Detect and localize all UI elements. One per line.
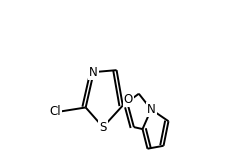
Text: N: N bbox=[147, 103, 155, 116]
Text: O: O bbox=[124, 93, 133, 107]
Text: N: N bbox=[89, 66, 98, 79]
Text: S: S bbox=[99, 121, 107, 134]
Text: Cl: Cl bbox=[49, 105, 61, 118]
